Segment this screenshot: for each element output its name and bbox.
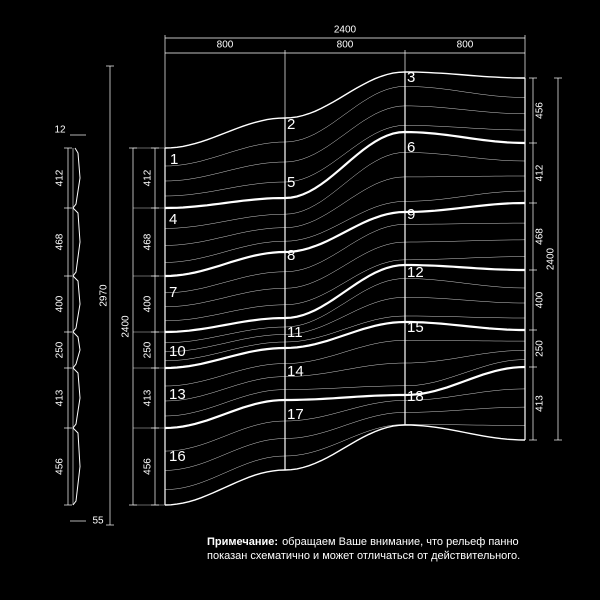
dimension: 250 [535,340,546,357]
dimension: 468 [535,228,546,245]
relief-line [164,86,526,167]
dimension: 413 [55,389,66,406]
dimension: 413 [535,395,546,412]
dimension: 2400 [334,25,357,36]
dimension: 800 [457,40,474,51]
panel-edge [164,130,526,210]
dimension: 468 [55,233,66,250]
panel-number: 18 [407,388,424,405]
relief-line [164,315,525,362]
dimension: 250 [55,341,66,358]
dimension: 250 [143,341,154,358]
panel-number: 2 [287,116,295,133]
relief-line [164,424,525,490]
dimension: 800 [337,40,354,51]
panel-number: 11 [287,324,303,341]
note-label: Примечание: [207,536,278,548]
relief-line [164,388,526,452]
dimension: 2400 [546,247,557,270]
relief-line [164,175,525,246]
relief-line [164,105,526,182]
relief-line [164,152,526,229]
dimension: 456 [143,458,154,475]
relief-line [164,278,526,344]
panel-number: 7 [169,284,177,301]
dimension: 55 [92,516,104,527]
relief-line [164,125,525,197]
dimension: 412 [535,164,546,181]
dimension: 12 [54,125,66,136]
panel-number: 3 [407,69,415,86]
relief-line [164,222,525,294]
relief-line [164,239,526,308]
panel-number: 14 [287,363,304,380]
dimension: 468 [143,233,154,250]
panel-edge [164,424,526,506]
panel-number: 4 [169,211,177,228]
relief-line [164,297,525,353]
panel-edge [164,365,526,430]
panel-number: 5 [287,174,295,191]
dimension: 800 [217,40,234,51]
note-line: показан схематично и может отличаться от… [207,550,520,562]
dimension: 456 [535,102,546,119]
relief-line [164,340,525,387]
note: Примечание: обращаем Ваше внимание, что р… [207,536,519,548]
panel-number: 12 [407,264,424,281]
panel-number: 10 [169,343,186,360]
dimension: 412 [143,169,154,186]
relief-line [164,350,525,402]
panel-number: 15 [407,319,424,336]
dimension: 400 [143,295,154,312]
panel-edge [164,263,525,334]
panel-number: 1 [170,151,178,168]
dimension: 400 [55,295,66,312]
panel-number: 17 [287,406,304,423]
dimension: 2970 [99,284,110,307]
panel-number: 8 [287,247,295,264]
note-line: обращаем Ваше внимание, что рельеф панно [282,536,519,548]
relief-line [164,406,526,471]
panel-edge [164,320,525,370]
panel-number: 9 [407,206,415,223]
dimension: 413 [143,389,154,406]
dimension: 412 [55,169,66,186]
panel-number: 16 [169,448,186,465]
panel-edge [164,201,526,278]
dimension: 456 [55,458,66,475]
dimension: 2400 [121,315,132,338]
relief-line [164,256,525,322]
relief-line [164,359,526,417]
relief-line [164,190,526,263]
panel-number: 6 [407,139,415,156]
panel-edge [164,71,525,149]
panel-number: 13 [169,386,186,403]
dimension: 400 [535,291,546,308]
